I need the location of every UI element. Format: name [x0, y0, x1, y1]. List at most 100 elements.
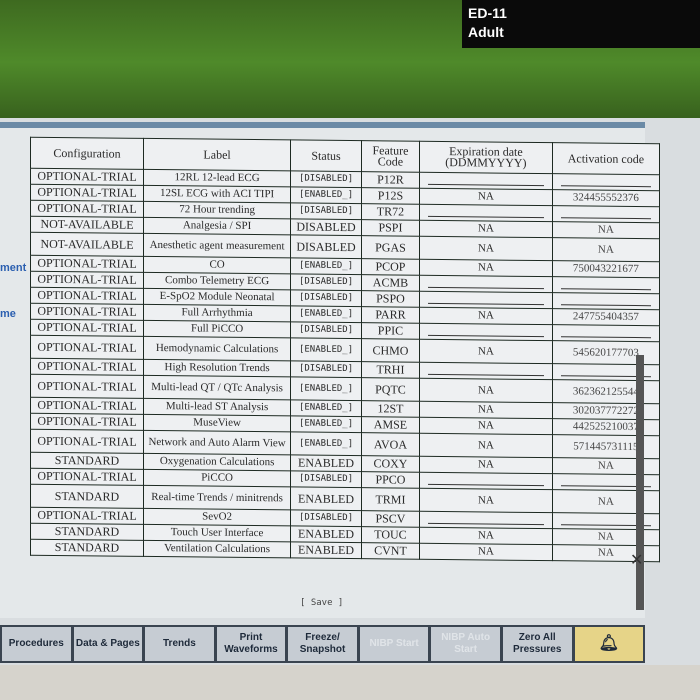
- status-cell: [ENABLED_]: [290, 257, 362, 275]
- column-header: Label: [143, 138, 291, 171]
- config-cell: OPTIONAL-TRIAL: [30, 358, 144, 376]
- config-cell: OPTIONAL-TRIAL: [30, 335, 144, 360]
- act-cell[interactable]: [552, 324, 660, 342]
- blank-field[interactable]: [560, 296, 651, 307]
- status-cell: [DISABLED]: [290, 202, 362, 220]
- blank-field[interactable]: [428, 175, 544, 187]
- blank-field[interactable]: [560, 280, 651, 291]
- act-cell[interactable]: [552, 292, 660, 310]
- alarm-bell-icon[interactable]: 🔔︎: [574, 627, 644, 661]
- exp-cell[interactable]: [419, 511, 553, 529]
- exp-cell[interactable]: [419, 323, 553, 341]
- toolbar-button[interactable]: NIBP Start: [359, 627, 429, 661]
- blank-field[interactable]: [560, 209, 651, 220]
- act-cell[interactable]: NA: [552, 237, 660, 262]
- scrollbar[interactable]: [636, 355, 644, 610]
- act-cell[interactable]: [552, 276, 660, 294]
- blank-field[interactable]: [428, 207, 544, 219]
- bed-label: ED-11: [468, 5, 507, 21]
- label-cell: MuseView: [143, 414, 291, 432]
- exp-cell[interactable]: [419, 204, 553, 222]
- exp-cell[interactable]: NA: [419, 236, 553, 261]
- exp-cell[interactable]: [419, 275, 553, 293]
- side-menu: ment me: [0, 262, 26, 320]
- toolbar-button[interactable]: NIBP Auto Start: [431, 627, 500, 661]
- act-cell[interactable]: [552, 173, 660, 191]
- exp-cell[interactable]: NA: [419, 307, 553, 325]
- blank-field[interactable]: [428, 294, 544, 306]
- toolbar-button[interactable]: Data & Pages: [73, 627, 143, 661]
- act-cell[interactable]: [552, 205, 660, 223]
- act-cell[interactable]: 247755404357: [552, 308, 660, 326]
- status-cell: ENABLED: [290, 486, 362, 511]
- exp-cell[interactable]: NA: [419, 456, 553, 474]
- exp-cell[interactable]: NA: [419, 433, 553, 458]
- config-cell: OPTIONAL-TRIAL: [30, 271, 144, 289]
- toolbar-button[interactable]: Procedures: [2, 627, 71, 661]
- toolbar-button[interactable]: Freeze/ Snapshot: [288, 627, 357, 661]
- exp-cell[interactable]: NA: [419, 220, 553, 238]
- exp-cell[interactable]: NA: [419, 543, 553, 561]
- config-cell: OPTIONAL-TRIAL: [30, 429, 144, 454]
- label-cell: Network and Auto Alarm View: [143, 430, 291, 455]
- code-cell: P12S: [361, 187, 420, 205]
- toolbar-button[interactable]: Trends: [145, 627, 214, 661]
- config-cell: OPTIONAL-TRIAL: [30, 468, 144, 486]
- act-cell[interactable]: 324455552376: [552, 189, 660, 207]
- status-cell: [ENABLED_]: [290, 431, 362, 456]
- code-cell: PPCO: [361, 471, 420, 489]
- config-cell: NOT-AVAILABLE: [30, 232, 144, 257]
- status-cell: [DISABLED]: [290, 289, 362, 307]
- blank-field[interactable]: [560, 177, 651, 188]
- code-cell: COXY: [361, 455, 420, 473]
- label-cell: Full PiCCO: [143, 320, 291, 338]
- exp-cell[interactable]: NA: [419, 259, 553, 277]
- blank-field[interactable]: [428, 278, 544, 290]
- exp-cell[interactable]: NA: [419, 188, 553, 206]
- code-cell: PGAS: [361, 235, 420, 260]
- exp-cell[interactable]: [419, 291, 553, 309]
- blank-field[interactable]: [560, 328, 651, 339]
- status-cell: [DISABLED]: [290, 509, 362, 527]
- blank-field[interactable]: [428, 326, 544, 338]
- exp-cell[interactable]: NA: [419, 339, 553, 364]
- act-cell[interactable]: 750043221677: [552, 260, 660, 278]
- exp-cell[interactable]: [419, 172, 553, 190]
- side-menu-item[interactable]: ment: [0, 262, 27, 274]
- code-cell: PARR: [361, 306, 420, 324]
- exp-cell[interactable]: NA: [419, 401, 553, 419]
- side-menu-item[interactable]: me: [0, 308, 16, 320]
- status-cell: ENABLED: [290, 525, 362, 543]
- act-cell[interactable]: NA: [552, 221, 660, 239]
- config-cell: OPTIONAL-TRIAL: [30, 303, 144, 321]
- label-cell: Ventilation Calculations: [143, 540, 291, 558]
- code-cell: TRHI: [361, 361, 420, 379]
- blank-field[interactable]: [428, 475, 544, 487]
- exp-cell[interactable]: NA: [419, 378, 553, 403]
- blank-field[interactable]: [428, 365, 544, 377]
- config-cell: OPTIONAL-TRIAL: [30, 319, 144, 337]
- close-icon[interactable]: ✕: [630, 552, 644, 569]
- exp-cell[interactable]: [419, 362, 553, 380]
- label-cell: Analgesia / SPI: [143, 217, 291, 235]
- code-cell: P12R: [361, 171, 420, 189]
- config-cell: OPTIONAL-TRIAL: [30, 184, 144, 202]
- config-cell: STANDARD: [30, 539, 144, 557]
- exp-cell[interactable]: NA: [419, 527, 553, 545]
- code-cell: CVNT: [361, 542, 420, 560]
- status-cell: [DISABLED]: [290, 321, 362, 339]
- blank-field[interactable]: [428, 514, 544, 526]
- exp-cell[interactable]: NA: [419, 417, 553, 435]
- label-cell: High Resolution Trends: [143, 359, 291, 377]
- toolbar-button[interactable]: Zero All Pressures: [502, 627, 572, 661]
- code-cell: AMSE: [361, 416, 420, 434]
- save-button[interactable]: [ Save ]: [300, 598, 344, 608]
- exp-cell[interactable]: NA: [419, 488, 553, 513]
- exp-cell[interactable]: [419, 472, 553, 490]
- status-cell: [DISABLED]: [290, 470, 362, 488]
- label-cell: Hemodynamic Calculations: [143, 336, 291, 361]
- status-cell: DISABLED: [290, 218, 362, 236]
- toolbar-button[interactable]: Print Waveforms: [216, 627, 286, 661]
- label-cell: Touch User Interface: [143, 524, 291, 542]
- bottom-toolbar: Procedures Data & Pages Trends Print Wavefo…: [0, 625, 645, 663]
